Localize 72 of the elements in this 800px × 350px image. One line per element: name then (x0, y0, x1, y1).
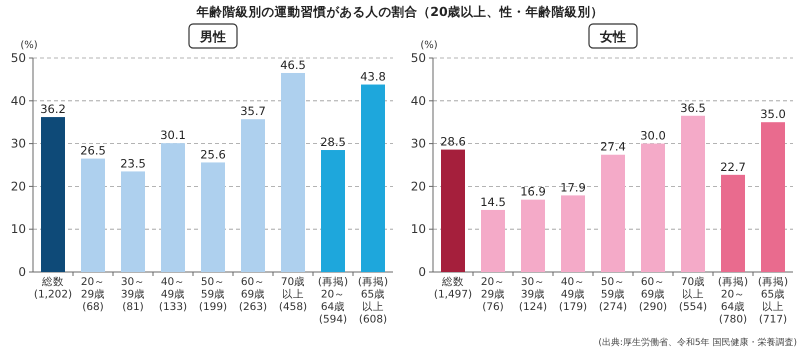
data-label: 36.5 (680, 100, 706, 115)
x-tick-label: 40～ 49歳 (179) (558, 276, 588, 313)
bar (761, 122, 785, 272)
bar (561, 195, 585, 272)
x-tick-label: (再掲) 20～ 64歳 (780) (718, 276, 748, 326)
x-tick-label: 総数 (1,202) (34, 276, 72, 300)
data-label: 23.5 (120, 156, 146, 170)
data-label: 35.7 (240, 104, 266, 118)
bar (681, 116, 705, 272)
y-tick-label: 50 (410, 51, 426, 65)
x-tick-label: (再掲) 20～ 64歳 (594) (318, 276, 348, 326)
data-label: 28.6 (440, 134, 466, 149)
y-tick-label: 0 (18, 265, 26, 279)
bar (121, 171, 145, 272)
data-label: 22.7 (720, 160, 746, 174)
data-label: 25.6 (200, 147, 226, 162)
data-label: 28.5 (320, 135, 346, 150)
x-tick-label: 30～ 39歳 (81) (120, 276, 146, 313)
y-tick-label: 30 (10, 136, 26, 151)
x-tick-label: 60～ 69歳 (263) (238, 276, 268, 313)
bar (641, 144, 665, 272)
data-label: 46.5 (280, 58, 306, 72)
text: (出典:厚生労働省、令和5年 国民健康・栄養調査) (598, 337, 797, 348)
data-label: 30.1 (160, 128, 186, 142)
x-tick-label: 総数 (1,497) (434, 276, 472, 300)
x-tick-label: 70歳以上 (554) (678, 275, 708, 313)
y-axis-title: (%) (20, 40, 38, 51)
y-tick-label: 0 (418, 265, 426, 279)
data-label: 27.4 (600, 140, 626, 154)
y-tick-label: 40 (410, 94, 426, 108)
x-tick-label: 40～ 49歳 (133) (158, 276, 188, 313)
y-tick-label: 40 (10, 94, 26, 108)
x-tick-label: 70歳以上 (458) (278, 275, 308, 313)
x-tick-label: 50～ 59歳 (199) (198, 276, 228, 313)
y-tick-label: 30 (410, 136, 426, 151)
bar (41, 117, 65, 272)
bar (321, 150, 345, 272)
y-tick-label: 20 (410, 179, 426, 194)
data-label: 16.9 (520, 184, 546, 199)
data-label: 14.5 (480, 194, 506, 209)
bar (481, 210, 505, 272)
bar (241, 119, 265, 272)
y-axis-title: (%) (420, 40, 438, 51)
y-tick-label: 50 (10, 51, 26, 65)
bar (81, 158, 105, 272)
y-tick-label: 20 (10, 179, 26, 194)
x-tick-label: (再掲) 65歳以上 (717) (758, 276, 788, 326)
bar (361, 84, 385, 272)
x-tick-label: 60～ 69歳 (290) (638, 276, 668, 313)
chart-subtitle: 男性 (199, 30, 226, 45)
chart-subtitle: 女性 (599, 30, 626, 45)
data-label: 36.2 (40, 102, 66, 116)
x-tick-label: 30～ 39歳 (124) (518, 276, 548, 313)
bar (201, 162, 225, 272)
bar (161, 143, 185, 272)
data-label: 26.5 (80, 144, 106, 158)
y-tick-label: 10 (10, 222, 26, 236)
data-label: 30.0 (640, 128, 666, 143)
data-label: 35.0 (760, 107, 786, 122)
chart-title: 年齢階級別の運動習慣がある人の割合（20歳以上、性・年齢階級別） (195, 4, 604, 19)
bar (521, 200, 545, 272)
x-tick-label: 20～ 29歳 (68) (80, 276, 106, 313)
bar (441, 150, 465, 272)
data-label: 17.9 (560, 180, 586, 194)
x-tick-label: (再掲) 65歳以上 (608) (358, 276, 388, 326)
x-tick-label: 50～ 59歳 (274) (598, 276, 628, 313)
data-label: 43.8 (360, 70, 386, 84)
bar (601, 154, 625, 272)
bar (281, 72, 305, 272)
x-tick-label: 20～ 29歳 (76) (480, 276, 506, 313)
y-tick-label: 10 (410, 222, 426, 236)
bar (721, 174, 745, 272)
